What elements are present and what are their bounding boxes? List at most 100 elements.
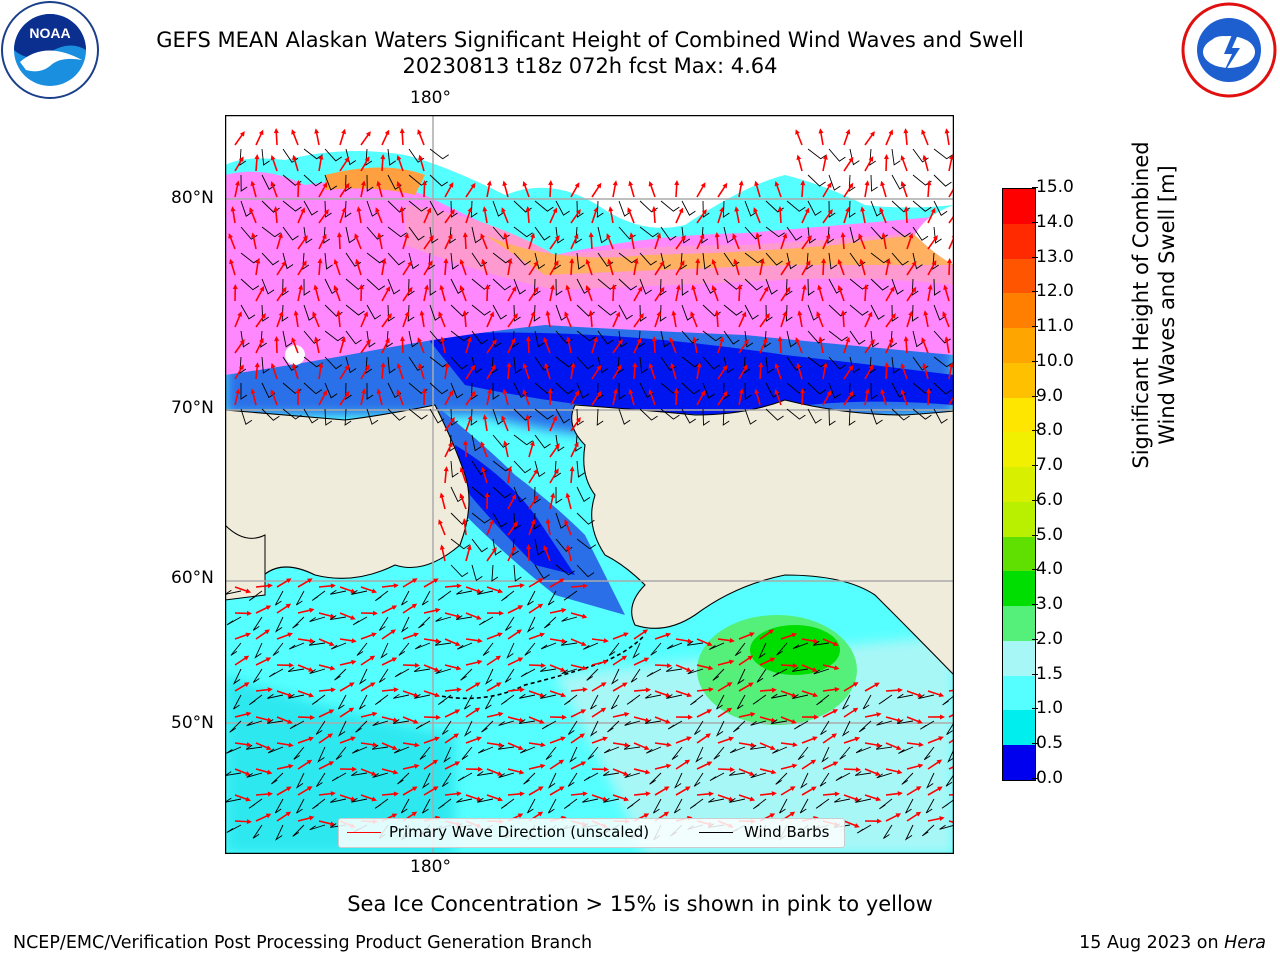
wind-barb [457,642,473,650]
wave-direction-arrow [397,365,404,380]
wave-direction-arrow [948,260,951,276]
wave-arrowhead [699,233,705,240]
wave-arrowhead [537,811,544,817]
colorbar-segment [1003,293,1035,329]
wave-arrowhead [396,154,402,161]
wave-arrowhead [791,719,797,724]
wave-direction-arrow [528,690,543,697]
wave-direction-arrow [486,366,495,380]
wave-direction-arrow [654,764,669,770]
wave-arrowhead [869,131,875,137]
wave-direction-arrow [377,183,383,198]
wave-direction-arrow [444,365,448,380]
wind-barb [471,356,483,374]
wave-arrowhead [812,667,818,672]
wave-arrowhead [763,286,769,292]
wave-direction-arrow [822,157,827,172]
wave-direction-arrow [255,742,270,750]
wave-direction-arrow [654,787,668,796]
wave-direction-arrow [526,416,530,432]
wave-arrowhead [801,284,807,290]
wind-barb [544,616,557,629]
wave-direction-arrow [885,689,901,692]
wave-direction-arrow [360,341,370,354]
wave-direction-arrow [696,688,711,692]
colorbar-tick: 6.0 [1031,489,1064,510]
wave-direction-arrow [590,234,593,250]
wind-barb [576,564,595,578]
wind-barb [870,252,890,264]
wave-direction-arrow [654,313,661,328]
wave-arrowhead [497,632,503,638]
wave-direction-arrow [818,287,824,302]
wind-barb [292,616,305,629]
wave-arrowhead [518,769,525,775]
wind-barb [497,744,515,750]
wind-barb [722,408,730,426]
wave-direction-arrow [801,690,816,697]
wave-direction-arrow [717,737,732,744]
wave-arrowhead [897,791,903,797]
wave-arrowhead [537,578,544,583]
wave-arrowhead [938,736,944,741]
wave-direction-arrow [780,262,790,276]
wave-arrowhead [813,714,819,720]
wave-arrowhead [918,742,924,747]
wave-arrowhead [411,603,418,609]
wave-direction-arrow [717,794,732,801]
wind-barb [701,226,709,244]
wave-direction-arrow [297,638,312,642]
wind-barb [463,720,473,737]
wind-barb [387,278,401,295]
wave-arrowhead [246,819,252,825]
wind-barb [736,694,746,710]
wind-barb [232,668,242,685]
wave-arrowhead [741,311,747,318]
wave-direction-arrow [418,339,425,354]
wave-direction-arrow [339,612,354,619]
wave-direction-arrow [864,683,878,692]
wind-barb [828,408,836,426]
wave-arrowhead [840,232,846,238]
wave-direction-arrow [649,391,656,406]
wave-arrowhead [680,235,686,241]
wind-barb [246,772,263,778]
polar-cap [225,115,954,228]
wave-arrowhead [755,232,761,238]
wind-barb [316,772,326,787]
wind-barb [933,148,953,160]
wave-direction-arrow [318,392,327,406]
wave-arrowhead [903,206,909,212]
lat-label-80: 80°N [171,188,214,208]
wind-barb [744,200,757,217]
wave-direction-arrow [486,313,494,328]
wind-barb [576,356,595,370]
wind-barb [534,408,554,420]
wave-direction-arrow [901,183,908,198]
wave-arrowhead [582,583,588,589]
wave-arrowhead [719,336,724,343]
wave-arrowhead [386,313,392,319]
wind-barb [457,772,473,782]
wind-barb [282,226,299,241]
wave-direction-arrow [590,312,593,328]
wave-arrowhead [462,310,468,316]
wave-arrowhead [582,665,588,671]
wave-direction-arrow [570,184,579,198]
wind-barb [576,200,584,218]
wind-barb [639,278,652,295]
wind-barb [252,616,263,631]
wind-barb [372,772,389,778]
wave-direction-arrow [775,391,782,406]
wave-direction-arrow [528,716,543,723]
wave-direction-arrow [567,339,572,354]
wave-arrowhead [270,154,276,161]
wind-barb [429,408,445,424]
wave-arrowhead [785,260,791,267]
wave-arrowhead [454,709,461,714]
wave-arrowhead [848,182,854,189]
wave-direction-arrow [293,365,299,380]
wave-arrowhead [522,362,528,369]
wave-direction-arrow [528,313,535,328]
wave-arrowhead [435,607,441,613]
